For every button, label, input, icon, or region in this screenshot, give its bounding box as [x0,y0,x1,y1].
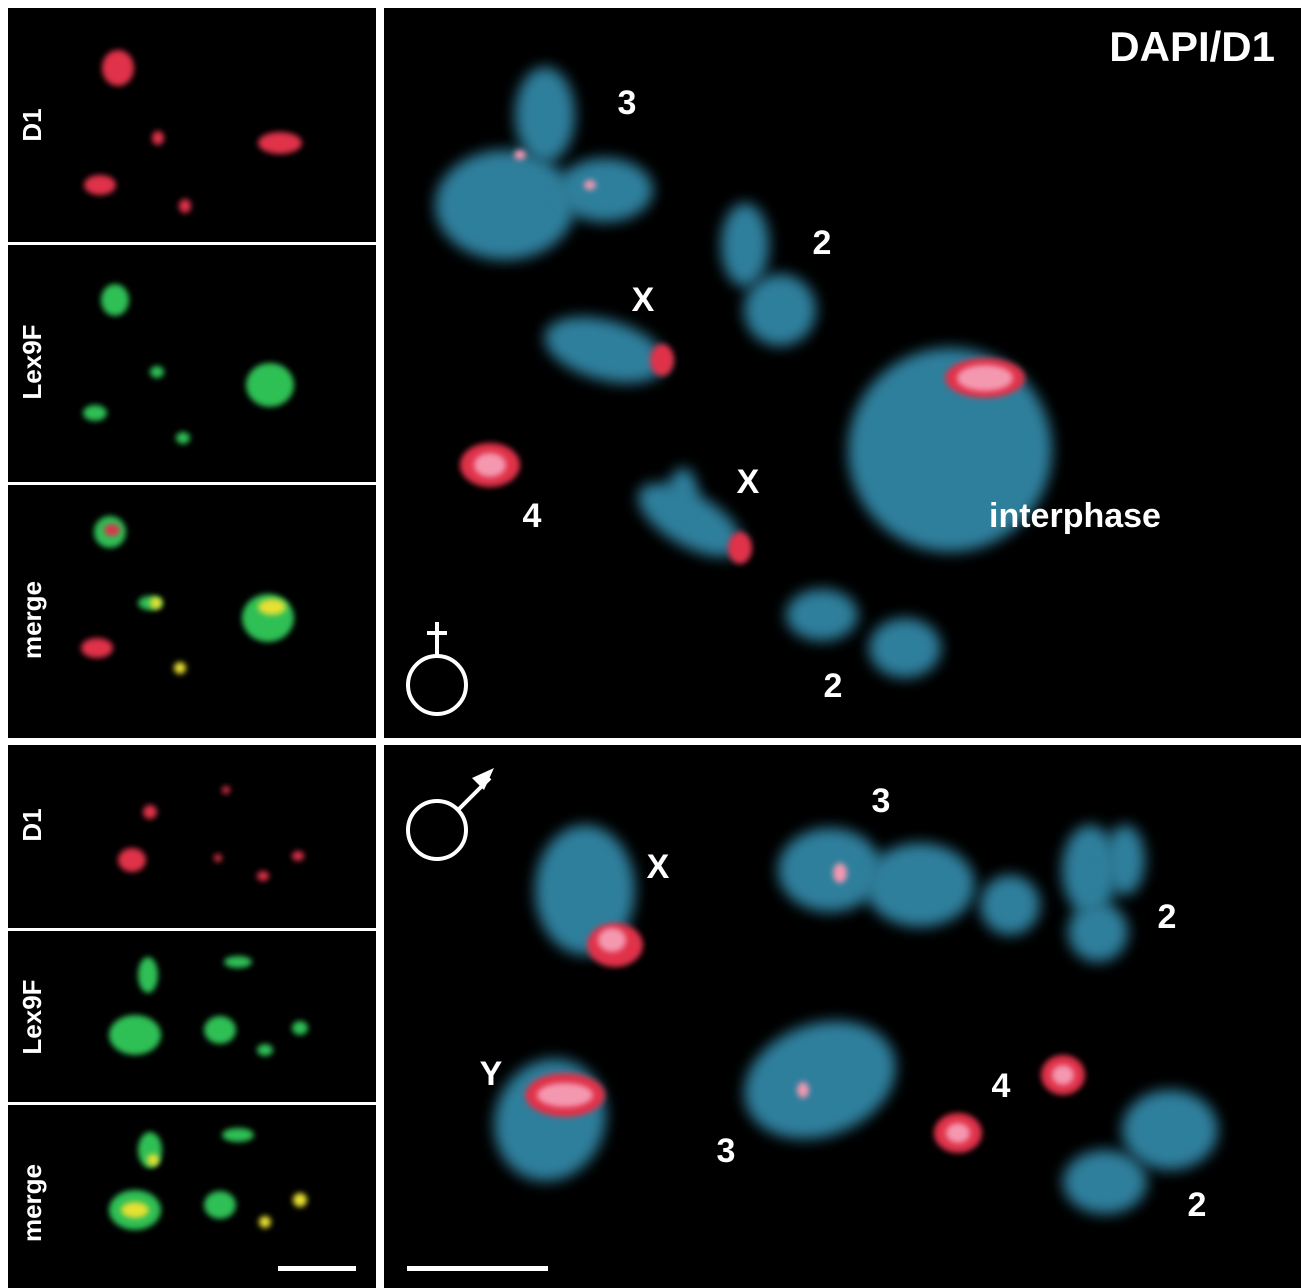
chromosome-label: 2 [824,667,843,705]
chromosome-label: 4 [523,497,542,535]
panels [8,8,1301,1288]
panel-label: Lex9F [17,324,47,399]
chromosome-label: 3 [872,782,891,820]
chromosome-label: 2 [1158,898,1177,936]
chromosome-label: X [737,463,760,501]
chromosome-label: X [632,281,655,319]
chromosome-label: X [647,848,670,886]
chromosome-label: 2 [813,224,832,262]
chromosome-label: 3 [717,1132,736,1170]
panel-label: D1 [17,108,47,141]
panel-label: merge [17,1164,47,1242]
chromosome-label: Y [480,1055,503,1093]
scale-bar [278,1266,356,1271]
chromosome-label: 3 [618,84,637,122]
figure: D1 Lex9F merge D1 Lex9F merge DAPI/D1 3 … [0,0,1301,1288]
chromosome-label: interphase [989,497,1161,535]
panel-label: merge [17,581,47,659]
panel-label: Lex9F [17,979,47,1054]
panel-title: DAPI/D1 [1109,23,1275,70]
chromosome-label: 4 [992,1067,1011,1105]
panel-label: D1 [17,808,47,841]
chromosome-label: 2 [1188,1186,1207,1224]
scale-bar [407,1266,548,1271]
